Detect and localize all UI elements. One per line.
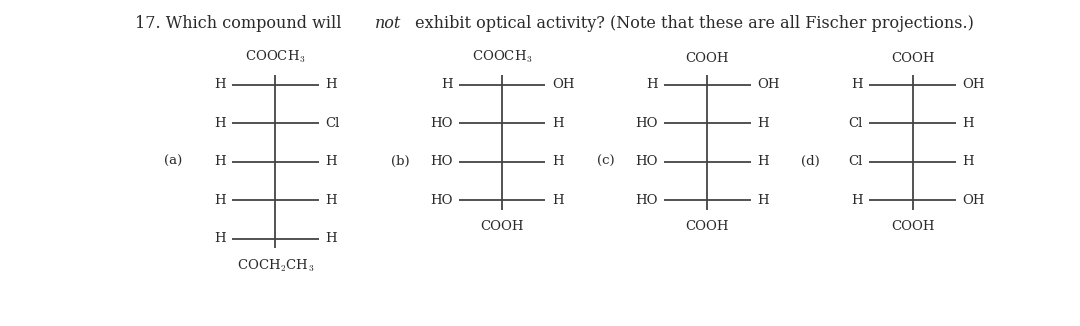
Text: COOH: COOH <box>686 52 729 65</box>
Text: HO: HO <box>430 194 453 207</box>
Text: HO: HO <box>430 155 453 168</box>
Text: H: H <box>214 194 226 207</box>
Text: COCH$_2$CH$_3$: COCH$_2$CH$_3$ <box>237 258 314 274</box>
Text: H: H <box>325 194 337 207</box>
Text: not: not <box>375 15 401 32</box>
Text: H: H <box>646 78 658 91</box>
Text: HO: HO <box>635 117 658 130</box>
Text: H: H <box>757 194 769 207</box>
Text: H: H <box>962 117 974 130</box>
Text: COOH: COOH <box>891 52 934 65</box>
Text: Cl: Cl <box>849 155 863 168</box>
Text: HO: HO <box>635 155 658 168</box>
Text: OH: OH <box>757 78 780 91</box>
Text: H: H <box>962 155 974 168</box>
Text: H: H <box>552 117 564 130</box>
Text: H: H <box>214 232 226 245</box>
Text: H: H <box>757 117 769 130</box>
Text: (a): (a) <box>164 155 183 168</box>
Text: OH: OH <box>962 78 985 91</box>
Text: Cl: Cl <box>849 117 863 130</box>
Text: COOH: COOH <box>686 220 729 233</box>
Text: H: H <box>757 155 769 168</box>
Text: H: H <box>325 155 337 168</box>
Text: (c): (c) <box>597 155 615 168</box>
Text: H: H <box>552 155 564 168</box>
Text: 17. Which compound will: 17. Which compound will <box>135 15 347 32</box>
Text: COOCH$_3$: COOCH$_3$ <box>472 48 532 65</box>
Text: H: H <box>325 232 337 245</box>
Text: H: H <box>851 78 863 91</box>
Text: OH: OH <box>552 78 575 91</box>
Text: HO: HO <box>430 117 453 130</box>
Text: H: H <box>552 194 564 207</box>
Text: H: H <box>851 194 863 207</box>
Text: H: H <box>214 78 226 91</box>
Text: H: H <box>325 78 337 91</box>
Text: COOH: COOH <box>891 220 934 233</box>
Text: (d): (d) <box>801 155 820 168</box>
Text: H: H <box>214 155 226 168</box>
Text: OH: OH <box>962 194 985 207</box>
Text: COOH: COOH <box>481 220 524 233</box>
Text: HO: HO <box>635 194 658 207</box>
Text: (b): (b) <box>391 155 409 168</box>
Text: H: H <box>441 78 453 91</box>
Text: COOCH$_3$: COOCH$_3$ <box>245 48 306 65</box>
Text: exhibit optical activity? (Note that these are all Fischer projections.): exhibit optical activity? (Note that the… <box>410 15 974 32</box>
Text: Cl: Cl <box>325 117 339 130</box>
Text: H: H <box>214 117 226 130</box>
